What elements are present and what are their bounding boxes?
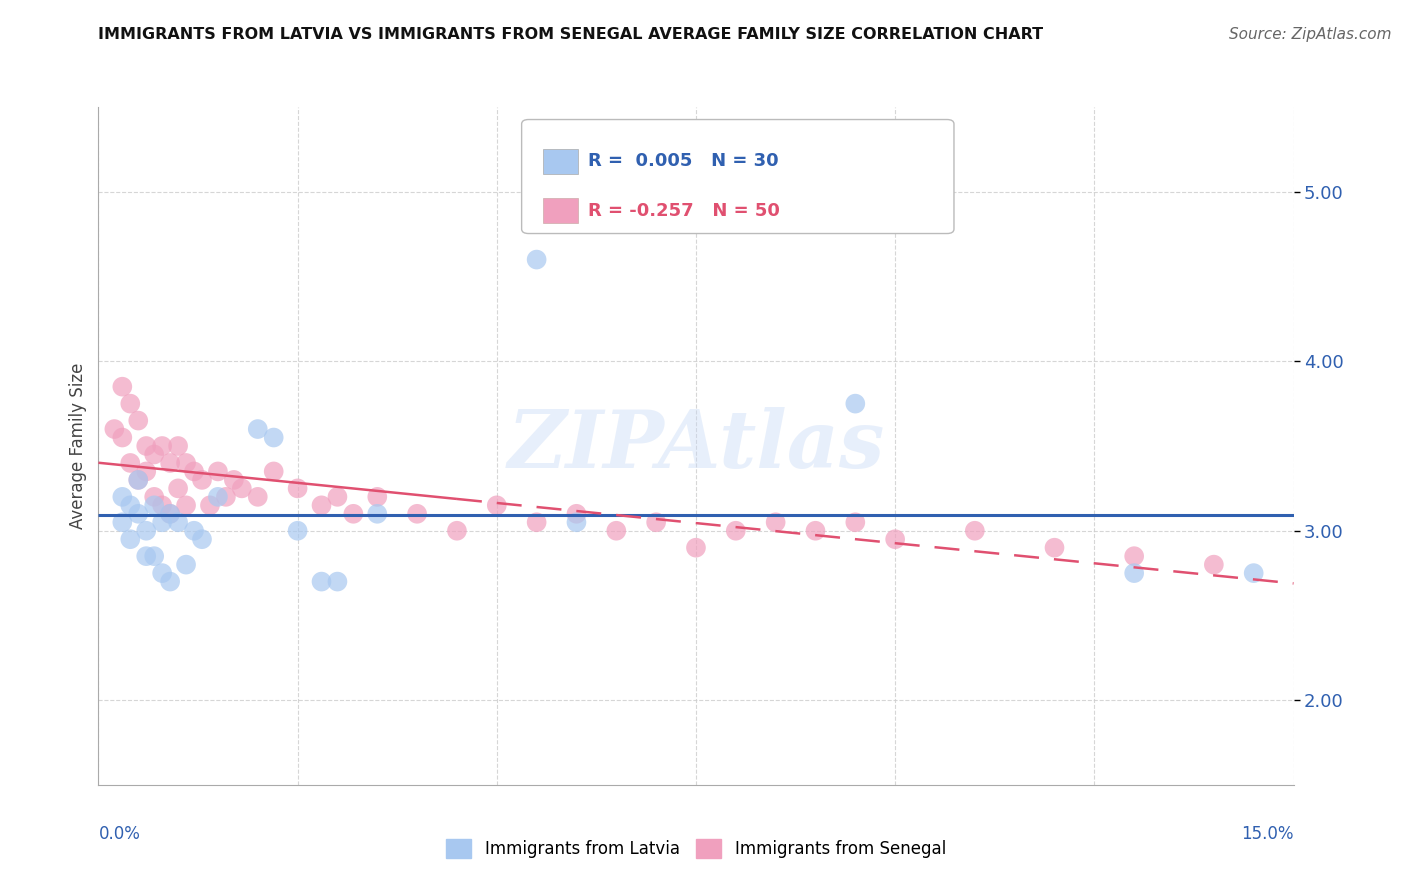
Point [844, 516, 866, 530]
Point [565, 507, 588, 521]
Point [287, 524, 309, 538]
Point [645, 516, 668, 530]
Point [143, 490, 166, 504]
Point [127, 414, 149, 428]
Point [174, 558, 197, 572]
Y-axis label: Average Family Size: Average Family Size [69, 363, 87, 529]
Point [263, 431, 285, 445]
Point [150, 498, 173, 512]
Point [150, 439, 173, 453]
Point [526, 252, 548, 267]
Text: R = -0.257   N = 50: R = -0.257 N = 50 [588, 202, 779, 219]
Point [159, 574, 181, 589]
Point [884, 532, 907, 546]
Point [326, 574, 349, 589]
Point [963, 524, 986, 538]
Point [287, 482, 309, 496]
Point [143, 498, 166, 512]
Point [159, 507, 181, 521]
Point [446, 524, 468, 538]
Point [222, 473, 245, 487]
Point [526, 516, 548, 530]
Point [103, 422, 125, 436]
Point [366, 507, 388, 521]
Point [120, 532, 142, 546]
Point [246, 490, 269, 504]
Point [150, 516, 173, 530]
Point [167, 516, 190, 530]
Text: ZIPAtlas: ZIPAtlas [508, 408, 884, 484]
Point [804, 524, 827, 538]
Point [1202, 558, 1225, 572]
Point [207, 464, 229, 478]
Text: 15.0%: 15.0% [1241, 825, 1294, 843]
Point [120, 396, 142, 410]
Legend: Immigrants from Latvia, Immigrants from Senegal: Immigrants from Latvia, Immigrants from … [440, 833, 952, 864]
Text: IMMIGRANTS FROM LATVIA VS IMMIGRANTS FROM SENEGAL AVERAGE FAMILY SIZE CORRELATIO: IMMIGRANTS FROM LATVIA VS IMMIGRANTS FRO… [98, 27, 1043, 42]
Point [127, 473, 149, 487]
Point [1123, 549, 1146, 564]
Point [231, 482, 253, 496]
Point [326, 490, 349, 504]
Point [111, 516, 134, 530]
Point [111, 380, 134, 394]
Point [844, 396, 866, 410]
Point [183, 524, 205, 538]
Point [246, 422, 269, 436]
Point [143, 549, 166, 564]
Point [127, 507, 149, 521]
Point [159, 456, 181, 470]
Point [311, 498, 333, 512]
Point [111, 490, 134, 504]
Point [174, 456, 197, 470]
Point [207, 490, 229, 504]
Point [1123, 566, 1146, 581]
Point [685, 541, 707, 555]
Point [127, 473, 149, 487]
Point [191, 532, 214, 546]
Point [150, 566, 173, 581]
Point [342, 507, 364, 521]
Point [135, 549, 157, 564]
Point [120, 456, 142, 470]
Point [366, 490, 388, 504]
Point [191, 473, 214, 487]
Point [406, 507, 429, 521]
Point [311, 574, 333, 589]
Point [724, 524, 747, 538]
Point [135, 464, 157, 478]
Point [183, 464, 205, 478]
Point [215, 490, 238, 504]
Text: 0.0%: 0.0% [98, 825, 141, 843]
Point [765, 516, 787, 530]
Point [159, 507, 181, 521]
Point [1043, 541, 1066, 555]
Point [111, 431, 134, 445]
Point [135, 439, 157, 453]
Point [174, 498, 197, 512]
Point [167, 439, 190, 453]
Text: Source: ZipAtlas.com: Source: ZipAtlas.com [1229, 27, 1392, 42]
Point [135, 524, 157, 538]
Point [1243, 566, 1265, 581]
Point [167, 482, 190, 496]
Text: R =  0.005   N = 30: R = 0.005 N = 30 [588, 153, 779, 170]
Point [565, 516, 588, 530]
Point [143, 447, 166, 462]
Point [198, 498, 221, 512]
Point [120, 498, 142, 512]
Point [485, 498, 508, 512]
Point [263, 464, 285, 478]
Point [605, 524, 627, 538]
